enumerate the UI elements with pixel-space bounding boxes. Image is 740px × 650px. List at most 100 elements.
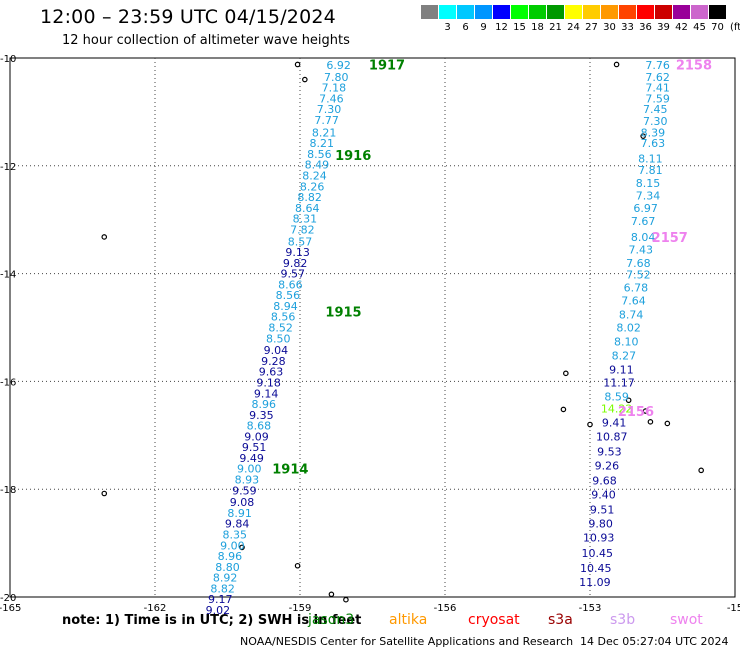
wave-height-value: 9.80 <box>588 518 613 531</box>
wave-height-value: 9.28 <box>261 355 286 368</box>
island <box>302 76 308 83</box>
wave-height-value: 8.31 <box>293 213 318 226</box>
wave-height-value: 8.02 <box>616 322 641 335</box>
wave-height-value: 9.82 <box>283 257 308 270</box>
lat-tick-label: -20 <box>0 593 16 604</box>
legend-label: 6 <box>462 22 469 33</box>
legend-label: 30 <box>603 22 616 33</box>
wave-height-value: 8.04 <box>631 231 656 244</box>
wave-height-value: 8.50 <box>266 332 291 345</box>
legend-label: 36 <box>639 22 652 33</box>
legend-swatch <box>475 5 492 19</box>
wave-height-value: 10.45 <box>580 562 612 575</box>
lon-tick-label: -162 <box>144 603 167 614</box>
wave-height-value: 10.45 <box>582 547 614 560</box>
wave-height-value: 7.62 <box>645 71 670 84</box>
wave-height-value: 9.57 <box>281 268 306 281</box>
legend-swatch <box>619 5 636 19</box>
island <box>294 61 301 68</box>
wave-height-value: 11.17 <box>603 376 635 389</box>
lon-tick-label: -153 <box>579 603 602 614</box>
wave-height-value: 7.43 <box>629 243 654 256</box>
wave-height-value: 7.77 <box>314 114 339 127</box>
wave-height-value: 9.49 <box>239 452 264 465</box>
legend-swatch <box>601 5 618 19</box>
wave-height-value: 9.84 <box>225 518 250 531</box>
wave-height-value: 9.11 <box>609 364 634 377</box>
island <box>560 406 567 413</box>
wave-height-value: 8.64 <box>295 202 320 215</box>
legend-unit: (ft) <box>730 22 740 33</box>
wave-height-value: 8.93 <box>235 473 260 486</box>
island <box>101 234 108 240</box>
wave-height-value: 7.45 <box>643 103 668 116</box>
legend-swatch <box>691 5 708 19</box>
wave-height-value: 8.92 <box>213 572 238 585</box>
wave-height-value: 9.26 <box>595 459 620 472</box>
wave-height-value: 8.96 <box>218 550 243 563</box>
map-subtitle: 12 hour collection of altimeter wave hei… <box>62 33 350 48</box>
wave-height-value: 7.30 <box>643 115 668 128</box>
legend-swatch <box>457 5 474 19</box>
wave-height-value: 8.35 <box>223 528 248 541</box>
wave-height-value: 8.49 <box>305 159 330 172</box>
wave-height-value: 14.22 <box>601 402 633 415</box>
wave-height-value: 9.51 <box>242 441 267 454</box>
credit-line: NOAA/NESDIS Center for Satellite Applica… <box>240 635 574 648</box>
wave-height-value: 8.24 <box>302 170 327 183</box>
wave-height-value: 8.26 <box>300 180 325 193</box>
wave-height-value: 7.52 <box>626 269 651 282</box>
wave-height-value: 7.68 <box>626 257 651 270</box>
wave-height-value: 8.57 <box>288 235 313 248</box>
wave-height-value: 9.08 <box>230 496 255 509</box>
legend-swatch <box>439 5 456 19</box>
wave-height-value: 8.94 <box>273 300 298 313</box>
lon-tick-label: -156 <box>434 603 457 614</box>
wave-height-value: 9.18 <box>256 376 281 389</box>
track-pass-label: 1915 <box>325 305 361 320</box>
wave-height-value: 8.56 <box>276 289 301 302</box>
island <box>239 544 245 551</box>
track-pass-label: 1916 <box>335 149 371 164</box>
island <box>664 420 671 427</box>
wave-height-value: 9.53 <box>597 445 622 458</box>
wave-height-value: 8.68 <box>247 420 272 433</box>
island <box>343 596 349 603</box>
wave-height-value: 8.39 <box>641 126 666 139</box>
map-grid <box>9 57 736 598</box>
legend-label: 15 <box>513 22 526 33</box>
wave-height-value: 9.00 <box>237 463 262 476</box>
wave-height-value: 9.02 <box>206 604 231 617</box>
legend-label: 9 <box>480 22 487 33</box>
legend-swatch <box>565 5 582 19</box>
island <box>698 467 704 474</box>
wave-height-value: 9.09 <box>244 430 269 443</box>
lat-tick-label: -16 <box>0 377 16 388</box>
legend-swatch <box>709 5 726 19</box>
legend-label: 21 <box>549 22 562 33</box>
wave-height-value: 9.04 <box>264 344 289 357</box>
generation-timestamp: 14 Dec 05:27:04 UTC 2024 <box>580 635 729 648</box>
legend-swatch <box>493 5 510 19</box>
wave-height-value: 7.18 <box>322 82 347 95</box>
track-pass-label: 1914 <box>272 463 308 478</box>
mission-s3b: s3b <box>610 612 636 628</box>
map-frame <box>9 57 736 598</box>
wave-height-value: 8.74 <box>619 309 644 322</box>
legend-label: 18 <box>531 22 544 33</box>
wave-height-value: 9.13 <box>285 246 310 259</box>
wave-height-value: 7.41 <box>645 82 670 95</box>
lon-tick-label: -159 <box>289 603 312 614</box>
lat-tick-label: -12 <box>0 162 16 173</box>
track-pass-label: 2156 <box>618 405 654 420</box>
legend-swatch <box>547 5 564 19</box>
map-title: 12:00 – 23:59 UTC 04/15/2024 <box>40 6 336 28</box>
legend-swatch <box>655 5 672 19</box>
island <box>328 591 335 598</box>
island <box>294 562 301 569</box>
legend-label: 39 <box>657 22 670 33</box>
wave-height-value: 7.76 <box>645 59 670 72</box>
legend-swatch <box>673 5 690 19</box>
lon-tick-label: -15 <box>727 603 740 614</box>
